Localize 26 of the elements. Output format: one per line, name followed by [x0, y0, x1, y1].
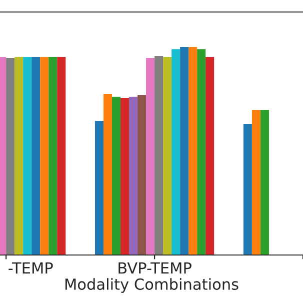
bar — [243, 124, 252, 255]
x-axis-title: Modality Combinations — [65, 278, 238, 293]
bar — [57, 56, 66, 255]
bar — [146, 58, 155, 255]
bar — [260, 110, 269, 255]
bar — [94, 121, 104, 255]
bar — [206, 56, 214, 255]
x-tick-label: BVP-TEMP — [118, 262, 192, 274]
bar — [14, 56, 24, 255]
bar — [188, 47, 198, 255]
bar — [32, 56, 40, 255]
bar — [112, 96, 121, 255]
bar — [120, 98, 130, 255]
bar — [40, 56, 49, 255]
bar — [129, 96, 138, 255]
bar — [172, 49, 180, 255]
bar — [23, 56, 32, 255]
bar — [103, 94, 112, 255]
bar — [163, 56, 172, 255]
bar — [154, 56, 164, 255]
bar — [197, 49, 206, 255]
bar — [138, 95, 146, 255]
bar — [48, 56, 58, 255]
bar — [252, 110, 260, 255]
x-tick-label: -TEMP — [8, 262, 53, 274]
bar — [180, 47, 189, 255]
